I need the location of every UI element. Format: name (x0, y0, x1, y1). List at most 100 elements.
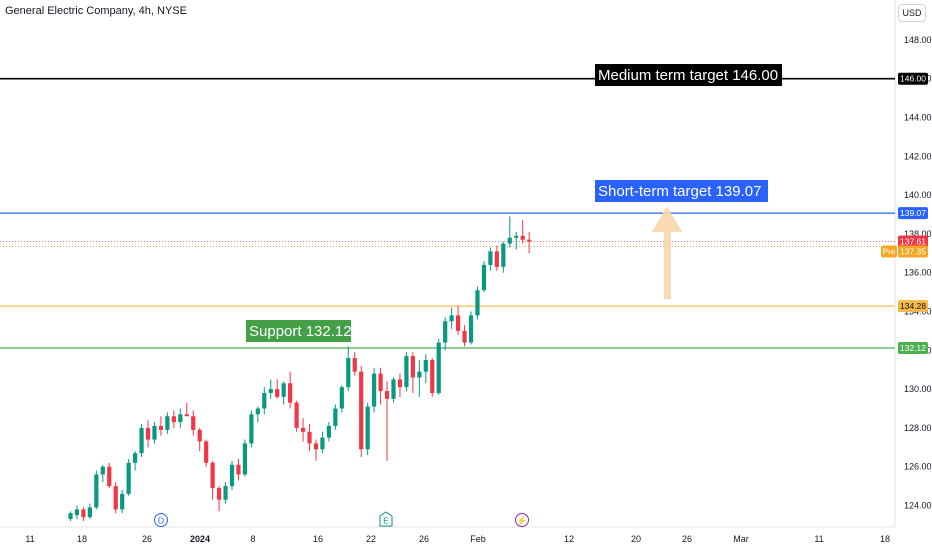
y-tick-label: 148.00 (904, 35, 932, 45)
event-marker-dividend[interactable] (154, 513, 168, 527)
chart-title: General Electric Company, 4h, NYSE (5, 5, 187, 17)
candle-body[interactable] (87, 507, 92, 518)
candle-body[interactable] (158, 425, 164, 430)
candle-body[interactable] (456, 315, 461, 331)
event-marker-letter: D (158, 516, 164, 526)
candle-body[interactable] (300, 427, 306, 432)
candle-body[interactable] (339, 387, 344, 409)
candle-body[interactable] (352, 358, 357, 372)
candle-body[interactable] (423, 360, 428, 372)
candle-body[interactable] (152, 425, 157, 440)
candle-body[interactable] (171, 416, 176, 423)
candle-body[interactable] (488, 251, 493, 265)
last-price-label: 137.61 (900, 236, 926, 246)
candle-body[interactable] (197, 429, 202, 442)
candle-body[interactable] (481, 264, 487, 291)
y-tick-label: 138.00 (904, 229, 932, 239)
candle-body[interactable] (436, 342, 441, 393)
candle-body[interactable] (320, 437, 325, 450)
candle-body[interactable] (359, 371, 364, 450)
candle-body[interactable] (397, 379, 403, 388)
price-tag (898, 341, 928, 354)
annotation-box[interactable] (246, 320, 351, 342)
candle-body[interactable] (288, 383, 293, 403)
candle-body[interactable] (417, 371, 422, 378)
candle-body[interactable] (126, 462, 131, 494)
candle-body[interactable] (113, 486, 118, 510)
candle-body[interactable] (210, 462, 215, 489)
candle-body[interactable] (365, 406, 370, 450)
candle-body[interactable] (249, 414, 254, 444)
candle-body[interactable] (520, 235, 525, 240)
candle-body[interactable] (204, 441, 209, 463)
candle-body[interactable] (384, 391, 390, 399)
candle-body[interactable] (281, 383, 286, 397)
candle-body[interactable] (139, 427, 144, 454)
y-tick-label: 130.00 (904, 384, 932, 394)
candle-body[interactable] (527, 239, 532, 242)
candle-body[interactable] (475, 290, 480, 316)
x-tick-label: 2024 (190, 534, 210, 544)
candle-body[interactable] (326, 425, 331, 438)
candle-body[interactable] (275, 389, 280, 397)
event-marker-news[interactable] (515, 513, 529, 527)
candle-body[interactable] (468, 315, 474, 343)
candle-body[interactable] (216, 488, 222, 500)
x-tick-label: 18 (77, 534, 87, 544)
candle-body[interactable] (242, 443, 248, 475)
candle-body[interactable] (236, 464, 241, 475)
annotation-text: Short-term target 139.07 (598, 183, 761, 200)
candle-body[interactable] (165, 416, 170, 430)
candle-body[interactable] (443, 321, 448, 343)
candle-body[interactable] (68, 513, 73, 520)
candle-body[interactable] (262, 392, 267, 409)
candle-body[interactable] (120, 493, 125, 510)
y-tick-label: 136.00 (904, 268, 932, 278)
candle-body[interactable] (333, 408, 338, 426)
x-tick-label: 26 (682, 534, 692, 544)
currency-button[interactable]: USD (898, 4, 926, 22)
x-tick-label: 11 (814, 534, 823, 544)
candle-body[interactable] (100, 466, 105, 475)
event-marker-earnings[interactable] (379, 511, 393, 527)
pre-tag (881, 245, 897, 258)
annotation-box[interactable] (595, 64, 782, 86)
candle-body[interactable] (229, 464, 235, 487)
candle-body[interactable] (378, 373, 383, 392)
candle-body[interactable] (449, 315, 454, 322)
candle-body[interactable] (307, 431, 312, 444)
candle-body[interactable] (294, 402, 299, 428)
target-arrow (652, 206, 682, 299)
annotation-box[interactable] (595, 180, 768, 202)
candle-body[interactable] (255, 408, 260, 415)
candle-body[interactable] (313, 443, 319, 450)
x-tick-label: 18 (880, 534, 890, 544)
candle-body[interactable] (184, 414, 189, 417)
candle-body[interactable] (391, 379, 396, 399)
candle-body[interactable] (410, 356, 415, 378)
candle-body[interactable] (191, 416, 196, 430)
x-tick-label: 20 (631, 534, 641, 544)
y-tick-label: 124.00 (904, 501, 932, 511)
candle-body[interactable] (346, 358, 351, 388)
candle-body[interactable] (223, 486, 228, 500)
candle-body[interactable] (404, 356, 409, 388)
candle-body[interactable] (462, 330, 467, 343)
candle-body[interactable] (178, 414, 183, 423)
candle-body[interactable] (81, 509, 86, 518)
candle-body[interactable] (74, 509, 80, 516)
candle-body[interactable] (145, 427, 151, 440)
candle-body[interactable] (494, 251, 499, 267)
candle-body[interactable] (268, 389, 273, 393)
candle-body[interactable] (430, 360, 435, 393)
candle-body[interactable] (372, 373, 377, 407)
candle-body[interactable] (514, 235, 519, 238)
candle-body[interactable] (507, 237, 512, 244)
pre-tag-label: Pre (883, 248, 896, 257)
candle-body[interactable] (94, 474, 99, 508)
candle-body[interactable] (133, 453, 138, 463)
candle-body[interactable] (107, 466, 112, 487)
x-tick-label: 8 (250, 534, 255, 544)
candle-body[interactable] (501, 243, 506, 267)
